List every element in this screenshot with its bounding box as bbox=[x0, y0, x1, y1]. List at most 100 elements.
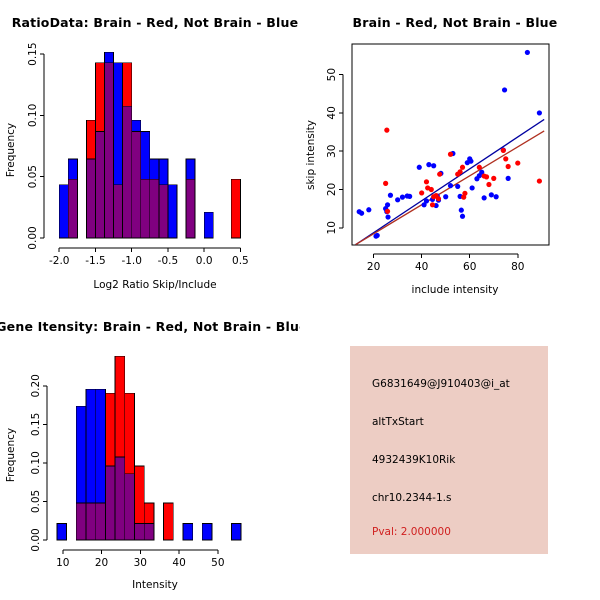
x-tick-label: -1.0 bbox=[121, 255, 142, 267]
histogram-bar bbox=[122, 62, 133, 107]
scatter-point bbox=[399, 194, 406, 200]
panel-ratio-histogram: RatioData: Brain - Red, Not Brain - Blue… bbox=[0, 0, 300, 300]
panel-gene-intensity-histogram: Gene Itensity: Brain - Red, Not Brain - … bbox=[0, 300, 300, 600]
histogram-bar bbox=[131, 119, 142, 132]
histogram-bar bbox=[75, 405, 87, 504]
histogram-bar bbox=[143, 502, 155, 524]
histogram-bar bbox=[58, 184, 69, 239]
gene-histogram-xlabel: Intensity bbox=[132, 579, 178, 591]
scatter-point bbox=[488, 192, 494, 198]
scatter-point bbox=[437, 171, 443, 177]
scatter-point bbox=[421, 202, 427, 208]
histogram-bar bbox=[185, 158, 196, 180]
histogram-bar bbox=[231, 523, 242, 541]
scatter-point bbox=[459, 164, 466, 170]
histogram-bar bbox=[95, 388, 106, 504]
scatter-point bbox=[536, 110, 542, 116]
scatter-ylabel: skip intensity bbox=[305, 120, 317, 190]
scatter-point bbox=[505, 163, 511, 170]
scatter-point bbox=[385, 214, 391, 220]
histogram-bar bbox=[95, 130, 105, 239]
histogram-bar bbox=[85, 388, 97, 504]
scatter-point bbox=[447, 183, 454, 189]
scatter-point bbox=[407, 193, 413, 199]
scatter-frame bbox=[351, 43, 550, 246]
ratio-histogram-xlabel: Log2 Ratio Skip/Include bbox=[93, 279, 216, 291]
scatter-point bbox=[428, 186, 434, 193]
y-tick-label: 0.15 bbox=[27, 42, 39, 65]
scatter-point bbox=[384, 208, 391, 214]
gene-histogram-ylabel: Frequency bbox=[5, 428, 17, 482]
histogram-bar bbox=[203, 211, 214, 239]
y-tick-label: 30 bbox=[326, 145, 338, 158]
histogram-bar bbox=[158, 184, 169, 239]
histogram-bar bbox=[86, 119, 96, 160]
histogram-bar bbox=[104, 51, 114, 64]
scatter-point bbox=[419, 190, 425, 196]
histogram-bar bbox=[113, 184, 124, 239]
x-tick-label: 60 bbox=[463, 261, 476, 273]
histogram-bar bbox=[105, 392, 116, 467]
y-tick-label: 20 bbox=[326, 183, 338, 196]
scatter-point bbox=[500, 147, 506, 154]
x-tick-label: 10 bbox=[56, 557, 69, 569]
info-locus: chr10.2344-1.s bbox=[372, 492, 452, 504]
histogram-bar bbox=[105, 465, 116, 541]
scatter-plot-area: 20 40 60 80 10 20 30 40 50 bbox=[326, 43, 550, 273]
info-probe-id: G6831649@J910403@i_at bbox=[372, 378, 510, 390]
histogram-bar bbox=[149, 158, 160, 180]
gene-histogram-plot-area: 10 20 30 40 50 0.00 0.05 0.10 0.15 0.20 bbox=[30, 355, 242, 569]
histogram-bar bbox=[131, 130, 142, 239]
histogram-bar bbox=[122, 105, 133, 239]
scatter-point bbox=[384, 202, 391, 208]
histogram-bar bbox=[167, 184, 178, 239]
y-tick-label: 0.10 bbox=[30, 451, 42, 474]
x-tick-label: 20 bbox=[367, 261, 380, 273]
histogram-bar bbox=[86, 158, 96, 239]
y-tick-label: 0.20 bbox=[30, 374, 42, 397]
scatter-point bbox=[429, 202, 436, 208]
histogram-bar bbox=[67, 158, 78, 180]
x-tick-label: 0.5 bbox=[232, 255, 249, 267]
histogram-bar bbox=[67, 178, 78, 239]
scatter-point bbox=[387, 192, 394, 198]
y-tick-label: 50 bbox=[326, 68, 338, 81]
histogram-bar bbox=[124, 473, 135, 541]
x-tick-label: 50 bbox=[211, 557, 224, 569]
scatter-title: Brain - Red, Not Brain - Blue bbox=[353, 15, 558, 30]
gene-histogram-svg: Gene Itensity: Brain - Red, Not Brain - … bbox=[0, 319, 300, 591]
histogram-bar bbox=[124, 392, 135, 475]
histogram-bar bbox=[149, 178, 160, 239]
x-tick-label: 40 bbox=[172, 557, 185, 569]
scatter-point bbox=[524, 49, 530, 56]
scatter-point bbox=[366, 207, 372, 213]
histogram-bar bbox=[134, 465, 145, 524]
histogram-bar bbox=[104, 62, 114, 239]
scatter-point bbox=[481, 195, 487, 201]
y-tick-label: 0.00 bbox=[30, 528, 42, 551]
gene-info-box: G6831649@J910403@i_at altTxStart 4932439… bbox=[350, 346, 548, 554]
info-event-type: altTxStart bbox=[372, 416, 424, 428]
panel-intensity-scatter: Brain - Red, Not Brain - Blue 20 40 60 80 10… bbox=[300, 0, 600, 300]
x-tick-label: -1.5 bbox=[85, 255, 106, 267]
scatter-point bbox=[431, 163, 437, 169]
gene-histogram-title: Gene Itensity: Brain - Red, Not Brain - … bbox=[0, 319, 300, 334]
y-tick-label: 0.05 bbox=[27, 165, 39, 188]
x-tick-label: -2.0 bbox=[49, 255, 70, 267]
x-tick-label: -0.5 bbox=[158, 255, 179, 267]
histogram-bar bbox=[114, 355, 126, 458]
fit-line bbox=[355, 118, 545, 245]
scatter-point bbox=[486, 181, 492, 188]
intensity-scatter-svg: Brain - Red, Not Brain - Blue 20 40 60 80 10… bbox=[305, 15, 558, 296]
scatter-point bbox=[384, 127, 390, 133]
histogram-bar bbox=[182, 523, 194, 541]
ratio-histogram-title: RatioData: Brain - Red, Not Brain - Blue bbox=[12, 15, 299, 30]
histogram-bar bbox=[114, 456, 126, 541]
scatter-point bbox=[457, 169, 463, 175]
scatter-point bbox=[458, 207, 464, 213]
scatter-point bbox=[536, 178, 542, 184]
histogram-bar bbox=[140, 178, 151, 239]
scatter-point bbox=[374, 232, 380, 239]
x-tick-label: 40 bbox=[415, 261, 428, 273]
scatter-point bbox=[493, 194, 499, 200]
